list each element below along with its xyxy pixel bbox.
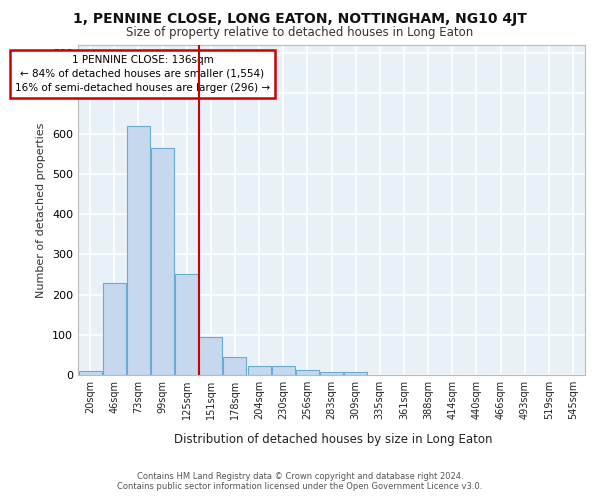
Text: Distribution of detached houses by size in Long Eaton: Distribution of detached houses by size … <box>174 432 492 446</box>
Bar <box>103 283 125 375</box>
Bar <box>296 370 319 375</box>
Bar <box>127 126 150 375</box>
Bar <box>248 366 271 375</box>
Bar <box>320 372 343 375</box>
Y-axis label: Number of detached properties: Number of detached properties <box>37 122 46 298</box>
Text: Size of property relative to detached houses in Long Eaton: Size of property relative to detached ho… <box>127 26 473 39</box>
Bar <box>199 337 222 375</box>
Bar <box>79 371 101 375</box>
Text: 1, PENNINE CLOSE, LONG EATON, NOTTINGHAM, NG10 4JT: 1, PENNINE CLOSE, LONG EATON, NOTTINGHAM… <box>73 12 527 26</box>
Bar <box>344 372 367 375</box>
Bar <box>175 274 198 375</box>
Text: Contains HM Land Registry data © Crown copyright and database right 2024.
Contai: Contains HM Land Registry data © Crown c… <box>118 472 482 491</box>
Bar <box>223 358 247 375</box>
Text: 1 PENNINE CLOSE: 136sqm
← 84% of detached houses are smaller (1,554)
16% of semi: 1 PENNINE CLOSE: 136sqm ← 84% of detache… <box>15 55 270 93</box>
Bar <box>272 366 295 375</box>
Bar <box>151 148 174 375</box>
